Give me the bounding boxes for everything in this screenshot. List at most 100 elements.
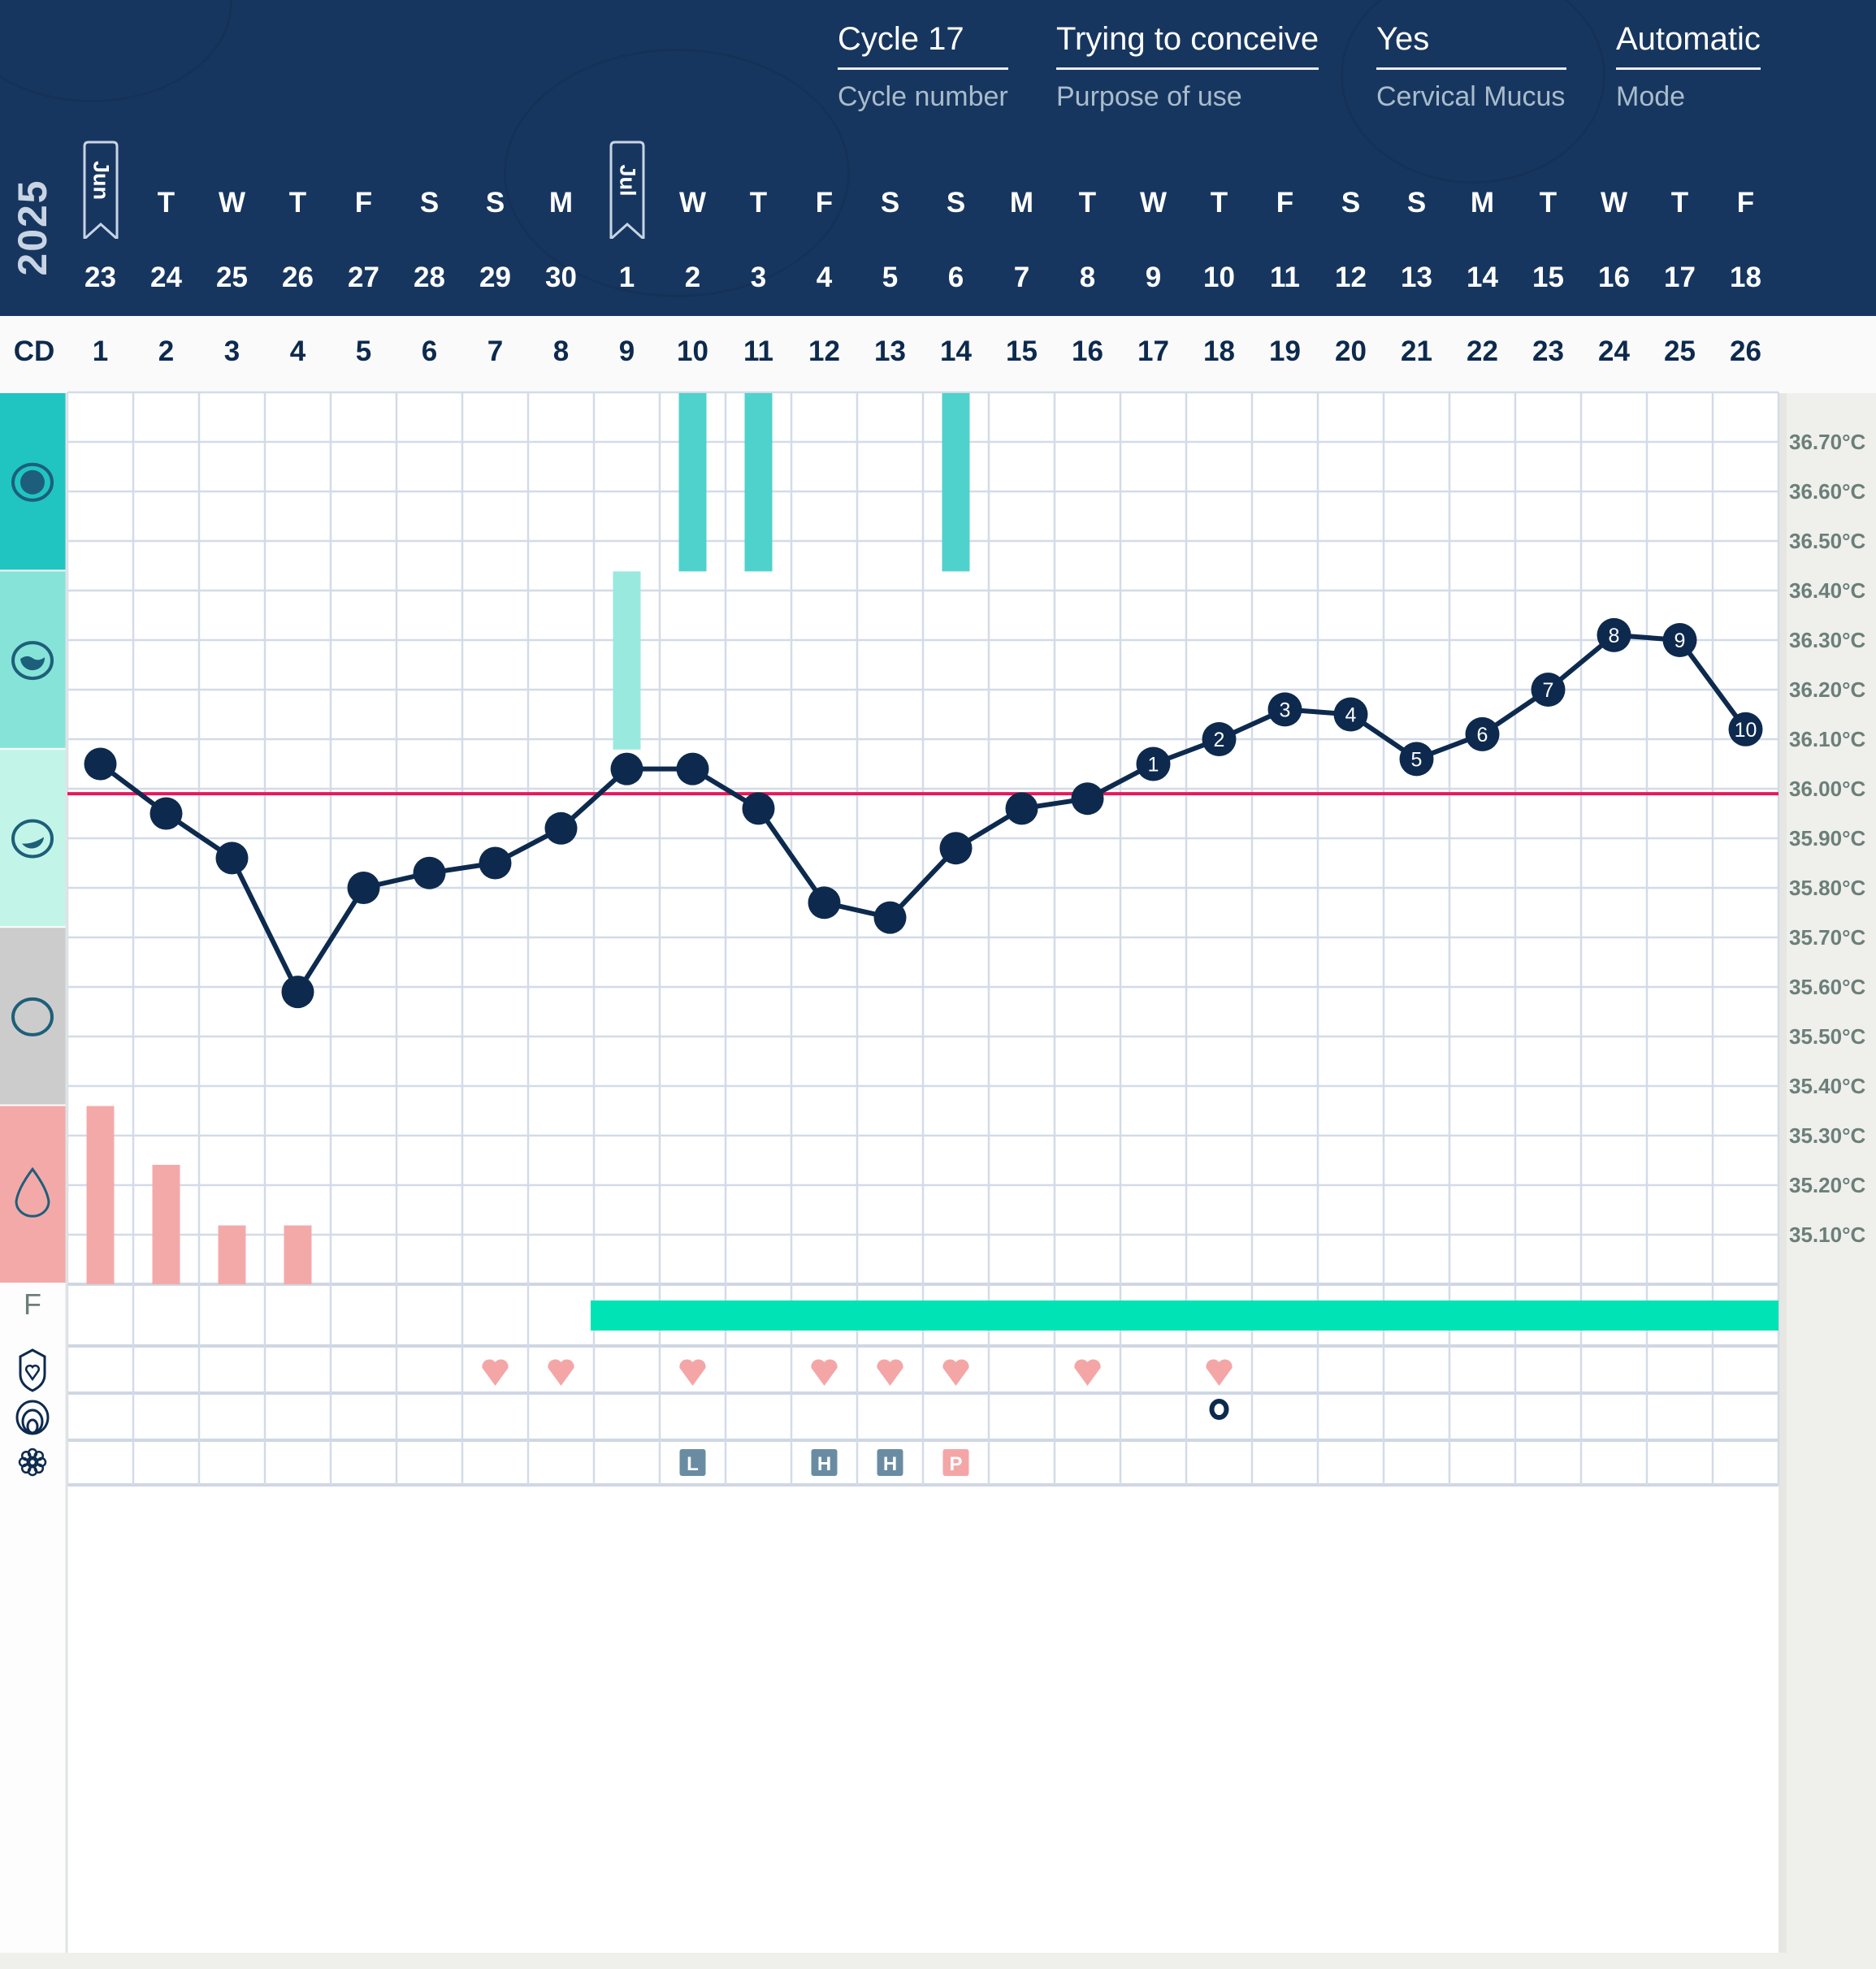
temperature-point: 10 <box>1728 712 1763 746</box>
badge-label: L <box>687 1453 699 1475</box>
mucus-band <box>0 1106 66 1283</box>
weekday-label: F <box>1276 187 1294 219</box>
point-label: 8 <box>1609 625 1620 647</box>
point-label: 9 <box>1675 630 1686 652</box>
temperature-point <box>413 856 446 889</box>
y-tick-label: 35.60°C <box>1789 975 1865 999</box>
y-tick-label: 35.40°C <box>1789 1074 1865 1098</box>
point-marker <box>1662 623 1697 657</box>
point-marker <box>742 792 775 825</box>
weekday-label: F <box>354 187 373 219</box>
period-bar <box>218 1225 246 1284</box>
cycle-number-label: Cycle number <box>838 81 1008 112</box>
badge-bg <box>942 1449 969 1476</box>
intercourse-heart-icon <box>548 1359 574 1386</box>
sex-shield-heart-icon <box>19 1348 46 1392</box>
period-bar <box>152 1165 180 1284</box>
temperature-point: 7 <box>1531 673 1566 707</box>
ring <box>26 1418 39 1435</box>
badge-bg <box>811 1449 838 1476</box>
cycle-day-label: 2 <box>158 335 175 367</box>
icon-fill <box>20 656 45 671</box>
temperature-point <box>1071 782 1104 816</box>
month-flag: Jul <box>609 140 646 242</box>
cycle-day-label: 14 <box>940 335 972 367</box>
weekday-label: M <box>548 187 574 219</box>
temperature-point: 3 <box>1267 692 1302 727</box>
y-tick-label: 35.20°C <box>1789 1173 1865 1197</box>
point-label: 10 <box>1735 719 1757 742</box>
date-label: 5 <box>882 262 899 293</box>
temperature-point <box>1005 792 1038 825</box>
mode-field[interactable]: Automatic Mode <box>1616 21 1761 113</box>
cycle-day-label: 13 <box>874 335 906 367</box>
weekday-label: S <box>485 187 505 219</box>
temperature-point <box>281 976 314 1009</box>
point-marker <box>676 752 709 785</box>
temperature-point <box>742 792 775 825</box>
y-tick-label: 35.10°C <box>1789 1223 1865 1247</box>
weekday-label: M <box>1009 187 1034 219</box>
cycle-day-label: 10 <box>677 335 708 367</box>
mucus-bar <box>613 571 641 750</box>
icon-ring <box>11 997 54 1036</box>
cycle-number-field[interactable]: Cycle 17 Cycle number <box>838 21 1008 113</box>
icon-ring <box>11 462 54 502</box>
cycle-day-label: 7 <box>487 335 504 367</box>
cycle-day-label: 6 <box>421 335 438 367</box>
y-tick-label: 35.50°C <box>1789 1024 1865 1049</box>
temperature-point: 8 <box>1597 617 1631 652</box>
date-label: 24 <box>150 262 182 293</box>
cycle-day-label: 3 <box>223 335 240 367</box>
purpose-field[interactable]: Trying to conceive Purpose of use <box>1056 21 1319 113</box>
mucus-bar <box>744 393 773 572</box>
date-label: 7 <box>1013 262 1030 293</box>
y-tick-label: 36.30°C <box>1789 628 1865 652</box>
cycle-day-label: 24 <box>1598 335 1630 367</box>
calendar-header: Cycle 17 Cycle number Trying to conceive P… <box>0 0 1876 316</box>
date-label: 1 <box>618 262 635 293</box>
mucus-band <box>0 749 66 927</box>
weekday-label: M <box>1470 187 1495 219</box>
cycle-day-label: 15 <box>1006 335 1038 367</box>
heart <box>25 1365 40 1382</box>
icon-fill <box>22 837 44 849</box>
date-label: 28 <box>414 262 445 293</box>
cervical-mucus-label: Cervical Mucus <box>1376 81 1566 112</box>
ovulation-test-flower-icon <box>18 1448 47 1477</box>
cycle-day-label: 9 <box>618 335 635 367</box>
badge-bg <box>877 1449 903 1476</box>
point-label: 5 <box>1411 748 1423 771</box>
point-marker <box>1597 617 1631 652</box>
temperature-point: 4 <box>1333 697 1368 732</box>
temperature-point <box>347 872 380 904</box>
cycle-day-label: 4 <box>289 335 306 367</box>
point-marker <box>873 901 907 934</box>
cycle-day-label: 16 <box>1072 335 1103 367</box>
date-label: 6 <box>947 262 964 293</box>
center <box>28 1457 37 1467</box>
cd-label: CD <box>13 335 55 367</box>
cervix-icon <box>15 1400 50 1435</box>
point-label: 4 <box>1345 704 1357 727</box>
temperature-point: 2 <box>1202 722 1237 756</box>
temperature-point <box>610 752 643 785</box>
cycle-day-label: 18 <box>1203 335 1235 367</box>
point-marker <box>1333 697 1368 732</box>
point-label: 7 <box>1543 679 1554 702</box>
weekday-label: T <box>1539 187 1558 219</box>
temperature-point <box>215 842 249 875</box>
weekday-label: T <box>1210 187 1228 219</box>
ovulation-test-badge: P <box>942 1449 969 1476</box>
weekday-label: T <box>1670 187 1689 219</box>
mucus-eggwhite-icon <box>11 462 54 502</box>
cervical-mucus-field[interactable]: Yes Cervical Mucus <box>1376 21 1566 113</box>
period-bar <box>86 1106 115 1284</box>
icon-ring <box>11 819 54 859</box>
point-label: 3 <box>1280 699 1291 721</box>
y-tick-label: 36.50°C <box>1789 529 1865 553</box>
point-marker <box>1202 722 1237 756</box>
y-tick-label: 36.20°C <box>1789 677 1865 702</box>
y-tick-label: 36.60°C <box>1789 479 1865 504</box>
